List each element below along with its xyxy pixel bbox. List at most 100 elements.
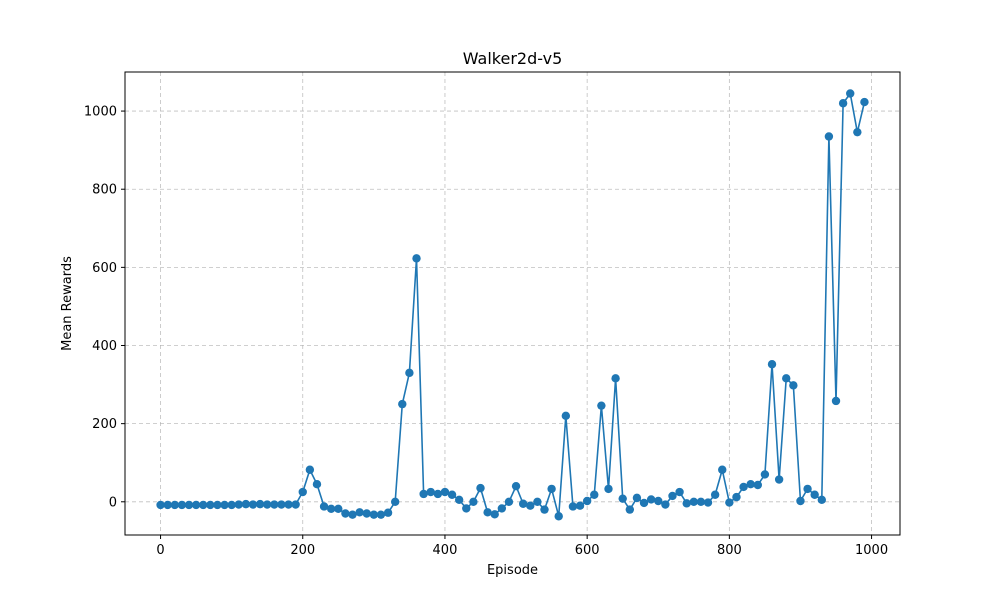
data-point xyxy=(390,497,400,506)
y-tick-label: 0 xyxy=(109,495,117,510)
data-point xyxy=(575,501,585,510)
axis-ticks: 0 200 400 600 800 1000 0 200 400 600 800 1000 xyxy=(84,105,888,558)
data-point xyxy=(590,490,599,499)
data-point xyxy=(817,495,826,505)
data-point xyxy=(789,381,798,390)
data-point xyxy=(398,399,407,409)
data-point xyxy=(853,127,862,137)
data-point xyxy=(277,500,286,509)
data-point xyxy=(568,502,578,511)
y-tick-label: 800 xyxy=(92,183,117,198)
data-point xyxy=(511,481,521,491)
data-point xyxy=(220,500,229,510)
data-point xyxy=(533,497,542,506)
data-point xyxy=(462,504,471,513)
series-layer xyxy=(156,89,869,521)
data-point xyxy=(710,490,720,499)
data-point xyxy=(668,491,677,501)
data-point xyxy=(469,497,478,506)
data-point xyxy=(191,500,201,510)
data-point xyxy=(177,500,187,510)
data-point xyxy=(604,484,613,494)
data-point xyxy=(611,374,620,383)
x-axis-label: Episode xyxy=(487,563,538,578)
data-point xyxy=(597,401,606,410)
y-axis-label: Mean Rewards xyxy=(60,256,75,351)
data-point xyxy=(753,480,762,490)
data-point xyxy=(838,99,848,108)
data-point xyxy=(831,396,841,406)
data-point xyxy=(362,509,371,518)
data-point xyxy=(433,489,443,499)
data-point xyxy=(732,492,741,502)
data-point xyxy=(774,475,784,484)
data-point xyxy=(625,505,635,514)
data-point xyxy=(746,480,755,489)
data-point xyxy=(291,500,300,509)
data-point xyxy=(419,489,428,499)
data-point xyxy=(824,132,834,141)
data-point xyxy=(348,510,357,519)
y-tick-label: 400 xyxy=(92,339,117,354)
data-point xyxy=(860,97,869,107)
data-point xyxy=(703,498,713,507)
data-point xyxy=(618,494,627,503)
data-point xyxy=(199,500,208,510)
data-point xyxy=(682,499,691,508)
data-point xyxy=(355,508,364,517)
data-point xyxy=(639,498,649,508)
data-point xyxy=(582,496,592,506)
data-point xyxy=(298,487,307,497)
y-tick-label: 600 xyxy=(92,261,117,276)
data-point xyxy=(447,490,457,499)
data-point xyxy=(696,497,706,506)
data-point xyxy=(497,504,507,513)
data-point xyxy=(234,500,243,509)
data-point xyxy=(632,493,642,503)
x-tick-label: 800 xyxy=(717,543,742,558)
data-point xyxy=(518,499,528,508)
data-point xyxy=(646,495,656,504)
data-point xyxy=(760,470,770,479)
data-point xyxy=(284,500,293,509)
plot-frame xyxy=(124,71,901,536)
data-point xyxy=(526,501,535,510)
data-point xyxy=(341,509,350,518)
data-point xyxy=(170,500,179,510)
data-point xyxy=(554,512,563,521)
y-tick-label: 200 xyxy=(92,417,117,432)
data-point xyxy=(312,480,322,489)
data-point xyxy=(561,411,571,421)
data-point xyxy=(654,496,663,506)
data-point xyxy=(241,499,251,509)
data-point xyxy=(376,510,386,519)
data-point xyxy=(547,484,556,494)
chart-title: Walker2d-v5 xyxy=(463,49,563,68)
data-point xyxy=(227,500,236,510)
data-point xyxy=(725,498,734,507)
data-point xyxy=(319,502,329,511)
data-point xyxy=(334,504,343,514)
data-point xyxy=(383,508,393,517)
data-point xyxy=(213,500,222,510)
data-point xyxy=(270,500,279,509)
data-point xyxy=(810,490,819,499)
data-point xyxy=(440,487,450,497)
y-tick-label: 1000 xyxy=(84,105,117,120)
data-point xyxy=(675,487,684,497)
data-point xyxy=(661,500,670,509)
data-point xyxy=(412,254,421,263)
x-tick-label: 0 xyxy=(156,543,164,558)
data-point xyxy=(767,360,777,369)
x-tick-label: 200 xyxy=(290,543,315,558)
x-tick-label: 1000 xyxy=(855,543,888,558)
data-point xyxy=(718,465,727,474)
data-point xyxy=(255,499,265,509)
data-point xyxy=(454,495,464,505)
data-point xyxy=(490,510,499,519)
data-point xyxy=(248,500,258,509)
data-point xyxy=(156,500,165,510)
data-point xyxy=(206,500,215,510)
data-point xyxy=(369,510,379,519)
